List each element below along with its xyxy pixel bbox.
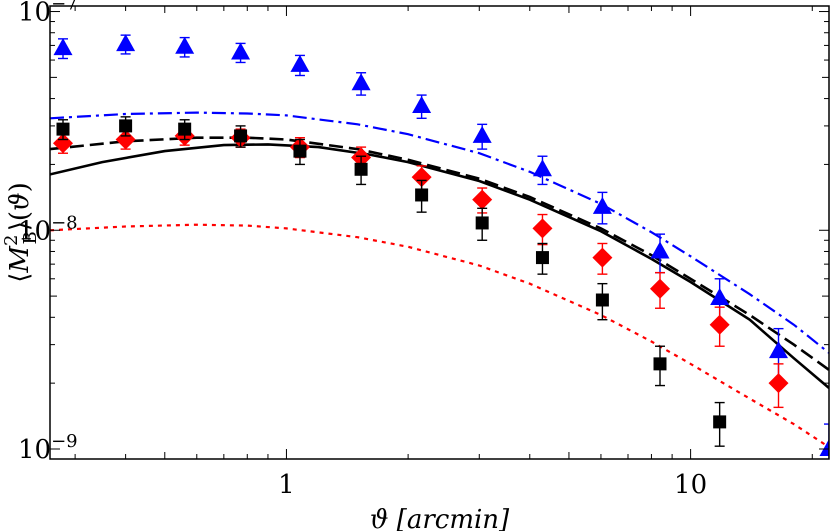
square-marker <box>234 129 248 143</box>
triangle-point <box>412 94 432 119</box>
square-point <box>595 282 609 321</box>
x-axis-label-text: ϑ [arcmin] <box>370 505 510 531</box>
triangle-point <box>231 42 251 64</box>
triangle-marker <box>472 125 492 143</box>
diamond-point <box>592 242 613 275</box>
diamond-marker <box>532 218 553 239</box>
square-point <box>119 116 133 137</box>
triangle-marker <box>175 36 195 54</box>
triangle-marker <box>116 34 136 52</box>
triangle-marker <box>351 73 371 91</box>
square-point <box>415 179 429 213</box>
square-point <box>178 119 192 141</box>
diamond-marker <box>411 167 432 188</box>
triangle-point <box>53 38 73 60</box>
x-axis-label: ϑ [arcmin] <box>370 505 510 531</box>
square-marker <box>475 216 489 230</box>
axis-ticks: 1 10 10−9 10−8 10−7 <box>18 0 829 500</box>
triangle-marker <box>231 42 251 60</box>
triangle-marker <box>532 159 552 177</box>
triangle-marker <box>650 241 670 259</box>
square-point <box>713 401 727 447</box>
square-marker <box>535 251 549 265</box>
y-axis-label: ⟨M2B⟩(ϑ) <box>1 182 41 283</box>
triangle-marker <box>412 95 432 113</box>
triangle-marker <box>592 196 612 214</box>
x-tick-label: 10 <box>674 470 707 500</box>
data-points <box>53 34 829 459</box>
triangle-marker <box>290 54 310 72</box>
square-point <box>234 125 248 148</box>
square-point <box>475 207 489 241</box>
x-tick-label: 1 <box>278 470 295 500</box>
diamond-point <box>532 213 553 246</box>
diamond-marker <box>650 278 671 299</box>
triangle-point <box>116 34 136 55</box>
y-tick-label: 10−9 <box>18 431 78 465</box>
square-marker <box>293 144 307 158</box>
square-marker <box>653 357 667 371</box>
plot-frame <box>49 5 830 460</box>
diamond-point <box>768 363 789 409</box>
square-point <box>653 345 667 387</box>
triangle-point <box>351 72 371 96</box>
triangle-point <box>290 54 310 77</box>
triangle-marker <box>53 38 73 56</box>
square-marker <box>415 188 429 202</box>
model-curves <box>50 111 829 449</box>
curve-dotted <box>50 223 829 449</box>
diamond-marker <box>709 314 730 335</box>
triangle-marker <box>819 438 829 456</box>
curve-solid <box>50 143 829 389</box>
square-marker <box>354 162 368 176</box>
triangle-point <box>592 191 612 225</box>
diamond-marker <box>115 129 136 150</box>
triangle-point <box>472 123 492 150</box>
square-point <box>56 119 70 141</box>
triangle-point <box>532 155 552 186</box>
diamond-marker <box>472 189 493 210</box>
square-marker <box>56 122 70 136</box>
diamond-marker <box>592 247 613 268</box>
square-point <box>354 155 368 186</box>
diamond-point <box>709 306 730 347</box>
square-marker <box>595 293 609 307</box>
diamond-point <box>650 271 671 309</box>
y-tick-label: 10−7 <box>18 0 78 28</box>
square-marker <box>178 122 192 136</box>
triangle-marker <box>710 288 730 306</box>
triangle-point <box>175 36 195 58</box>
square-point <box>535 242 549 275</box>
diamond-marker <box>768 373 789 394</box>
square-point <box>293 138 307 166</box>
square-marker <box>119 119 133 133</box>
triangle-point <box>819 423 829 459</box>
curve-dashed <box>50 136 829 371</box>
y-axis-label-sub: B <box>20 231 41 244</box>
y-axis-label-exp: 2 <box>1 235 22 246</box>
triangle-marker <box>769 341 789 359</box>
curve-dashdot <box>50 111 829 354</box>
square-marker <box>713 415 727 429</box>
y-tick-label: 10−8 <box>18 212 78 246</box>
diamond-marker <box>53 133 74 154</box>
